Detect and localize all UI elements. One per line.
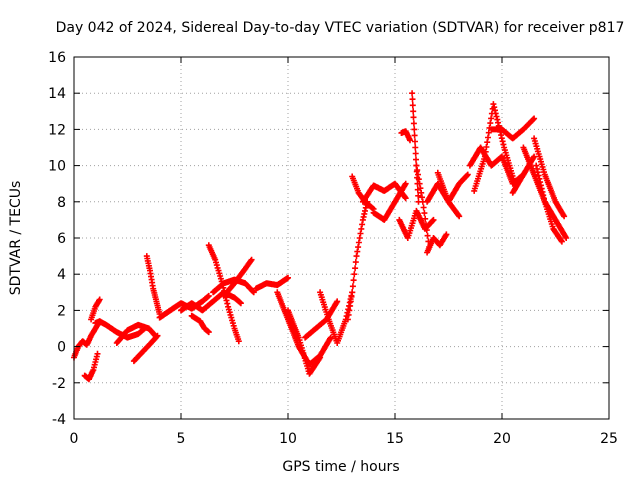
y-tick-label: 0 [57, 340, 66, 356]
x-tick-label: 10 [279, 431, 297, 447]
marker-trail [188, 312, 212, 336]
chart-title: Day 042 of 2024, Sidereal Day-to-day VTE… [56, 20, 625, 36]
x-tick-label: 5 [177, 431, 186, 447]
marker-trail [88, 296, 103, 323]
series-arc-35 [531, 135, 568, 220]
marker-trail [220, 256, 255, 299]
series-arc-19 [344, 198, 371, 323]
marker-trail [370, 180, 409, 223]
x-tick-label: 25 [600, 431, 618, 447]
x-tick-label: 0 [70, 431, 79, 447]
marker-trail [143, 253, 163, 317]
y-tick-label: -2 [52, 376, 66, 392]
marker-trail [344, 198, 371, 323]
series-arc-31 [471, 101, 518, 194]
y-tick-label: 2 [57, 303, 66, 319]
marker-trail [471, 101, 518, 194]
marker-trail [434, 169, 463, 220]
series-arc-10 [188, 312, 212, 336]
marker-trail [424, 231, 450, 256]
marker-trail [130, 332, 161, 365]
series-arc-29 [434, 169, 463, 220]
series-arc-14 [252, 274, 291, 292]
marker-trail [285, 307, 324, 377]
marker-trail [252, 274, 291, 292]
x-tick-label: 20 [493, 431, 511, 447]
series-arc-04 [88, 296, 103, 323]
series-arc-06 [130, 332, 161, 365]
series-arc-22 [370, 180, 409, 223]
marker-trail [81, 350, 101, 383]
series-arc-02 [81, 350, 101, 383]
series-arc-27 [424, 231, 450, 256]
series-arc-05 [113, 321, 159, 346]
series-arc-16 [285, 307, 324, 377]
y-tick-label: -4 [52, 412, 66, 428]
series-arc-25 [398, 128, 413, 144]
data-layer [71, 90, 570, 383]
y-tick-label: 10 [48, 159, 66, 175]
marker-trail [488, 115, 538, 142]
x-axis-label: GPS time / hours [282, 459, 399, 475]
series-arc-07 [143, 253, 163, 317]
y-tick-label: 14 [48, 86, 66, 102]
series-arc-13 [220, 256, 255, 299]
marker-trail [413, 162, 433, 251]
y-axis-label: SDTVAR / TECUs [8, 181, 24, 296]
ticks: -4 -2 0 2 4 6 8 10 12 14 16 0 5 10 15 20 25 [48, 50, 618, 447]
y-tick-label: 12 [48, 122, 66, 138]
marker-trail [398, 128, 413, 144]
series-arc-26 [413, 162, 433, 251]
x-tick-label: 15 [386, 431, 404, 447]
marker-trail [531, 135, 568, 220]
marker-trail [533, 162, 565, 245]
y-tick-label: 8 [57, 195, 66, 211]
grid [74, 57, 609, 419]
y-tick-label: 6 [57, 231, 66, 247]
series-arc-32 [488, 115, 538, 142]
series-arc-36 [533, 162, 565, 245]
y-tick-label: 4 [57, 267, 66, 283]
y-tick-label: 16 [48, 50, 66, 66]
marker-trail [113, 321, 159, 346]
